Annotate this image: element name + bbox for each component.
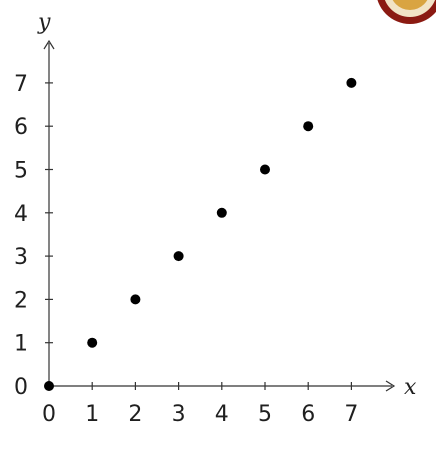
y-tick-label: 5 bbox=[14, 159, 28, 184]
y-tick-label: 7 bbox=[14, 72, 28, 97]
data-point bbox=[260, 164, 270, 175]
data-point bbox=[173, 251, 184, 262]
x-axis-title: x bbox=[404, 375, 417, 400]
x-tick-label: 4 bbox=[215, 402, 229, 427]
data-points bbox=[44, 77, 357, 391]
data-point bbox=[346, 77, 357, 88]
axes: xy bbox=[37, 10, 417, 400]
ticks: 0 1 2 3 4 5 6 7 0 1 2 3 4 5 6 7 bbox=[14, 72, 358, 427]
y-tick-label: 6 bbox=[14, 115, 28, 140]
x-tick-label: 7 bbox=[344, 402, 358, 427]
data-point bbox=[216, 207, 227, 218]
y-tick-label: 4 bbox=[14, 202, 28, 227]
y-axis-title: y bbox=[37, 10, 51, 35]
x-tick-label: 0 bbox=[42, 402, 56, 427]
y-tick-label: 0 bbox=[14, 375, 28, 400]
x-axis-arrow bbox=[385, 380, 396, 392]
y-tick-label: 1 bbox=[14, 332, 28, 357]
data-point bbox=[87, 337, 98, 348]
x-tick-label: 6 bbox=[301, 402, 315, 427]
data-point bbox=[44, 381, 54, 391]
x-tick-label: 1 bbox=[85, 402, 99, 427]
x-tick-label: 3 bbox=[172, 402, 186, 427]
logo-seal-icon bbox=[377, 0, 436, 24]
institution-logo bbox=[372, 0, 436, 26]
data-point bbox=[303, 121, 314, 132]
data-point bbox=[130, 294, 141, 305]
y-tick-label: 3 bbox=[14, 245, 28, 270]
x-tick-label: 2 bbox=[128, 402, 142, 427]
y-axis-arrow bbox=[43, 39, 55, 50]
x-tick-label: 5 bbox=[258, 402, 272, 427]
y-tick-label: 2 bbox=[14, 288, 28, 313]
